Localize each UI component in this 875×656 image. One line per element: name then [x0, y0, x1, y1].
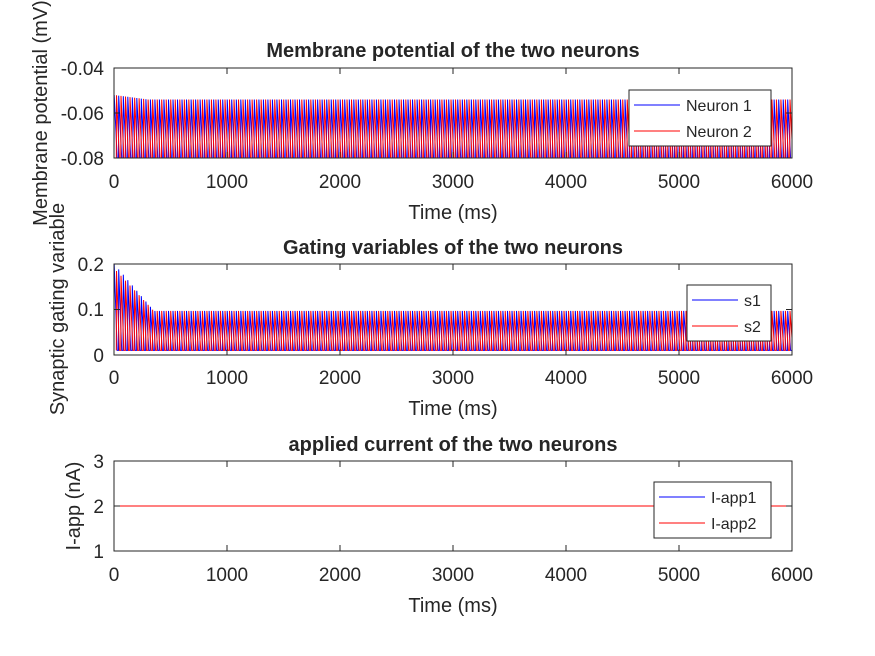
y-tick-labels: -0.08 -0.06 -0.04 [61, 59, 105, 170]
chart-title: Gating variables of the two neurons [283, 237, 623, 259]
x-tick-label: 6000 [771, 565, 813, 586]
x-tick-label: 1000 [206, 565, 248, 586]
y-tick-label: 2 [93, 497, 104, 518]
x-tick-label: 0 [109, 172, 120, 193]
subplot-membrane-potential: Membrane potential of the two neurons Ti… [30, 0, 813, 226]
x-axis-label: Time (ms) [408, 398, 497, 420]
x-tick-labels: 0 1000 2000 3000 4000 5000 6000 [109, 172, 813, 193]
x-tick-label: 3000 [432, 368, 474, 389]
y-axis-label: I-app (nA) [63, 462, 85, 551]
x-tick-label: 3000 [432, 172, 474, 193]
legend-label-s1: s1 [744, 293, 761, 310]
x-tick-label: 2000 [319, 565, 361, 586]
x-tick-label: 4000 [545, 172, 587, 193]
legend-label-neuron-1: Neuron 1 [686, 98, 752, 115]
y-axis-label: Synaptic gating variable [47, 203, 69, 415]
legend: I-app1 I-app2 [654, 482, 771, 538]
x-tick-label: 6000 [771, 172, 813, 193]
x-tick-label: 2000 [319, 368, 361, 389]
legend-label-neuron-2: Neuron 2 [686, 124, 752, 141]
x-tick-label: 5000 [658, 172, 700, 193]
y-tick-labels: 1 2 3 [93, 452, 104, 563]
x-tick-label: 0 [109, 368, 120, 389]
legend: s1 s2 [687, 285, 771, 341]
y-tick-label: -0.04 [61, 59, 105, 80]
y-tick-label: 1 [93, 542, 104, 563]
x-tick-label: 5000 [658, 368, 700, 389]
x-tick-label: 1000 [206, 368, 248, 389]
x-tick-label: 5000 [658, 565, 700, 586]
x-tick-label: 4000 [545, 565, 587, 586]
y-axis-label: Membrane potential (mV) [30, 0, 52, 226]
x-tick-labels: 0 1000 2000 3000 4000 5000 6000 [109, 565, 813, 586]
y-tick-label: -0.06 [61, 104, 104, 125]
chart-title: Membrane potential of the two neurons [266, 40, 639, 62]
x-tick-label: 6000 [771, 368, 813, 389]
x-axis-label: Time (ms) [408, 202, 497, 224]
y-tick-label: 3 [93, 452, 104, 473]
legend-label-s2: s2 [744, 319, 761, 336]
x-tick-label: 3000 [432, 565, 474, 586]
x-tick-label: 2000 [319, 172, 361, 193]
legend-label-i-app1: I-app1 [711, 490, 756, 507]
x-axis-label: Time (ms) [408, 595, 497, 617]
x-tick-label: 4000 [545, 368, 587, 389]
subplot-applied-current: applied current of the two neurons Time … [63, 434, 813, 617]
x-tick-label: 0 [109, 565, 120, 586]
chart-title: applied current of the two neurons [289, 434, 618, 456]
y-tick-label: -0.08 [61, 149, 104, 170]
legend: Neuron 1 Neuron 2 [629, 90, 771, 146]
y-tick-label: 0 [93, 346, 104, 367]
legend-label-i-app2: I-app2 [711, 516, 756, 533]
x-tick-label: 1000 [206, 172, 248, 193]
x-tick-labels: 0 1000 2000 3000 4000 5000 6000 [109, 368, 813, 389]
y-tick-label: 0.1 [78, 300, 104, 321]
subplot-gating-variables: Gating variables of the two neurons Time… [47, 203, 813, 420]
y-tick-label: 0.2 [78, 255, 104, 276]
y-tick-labels: 0 0.1 0.2 [78, 255, 104, 367]
